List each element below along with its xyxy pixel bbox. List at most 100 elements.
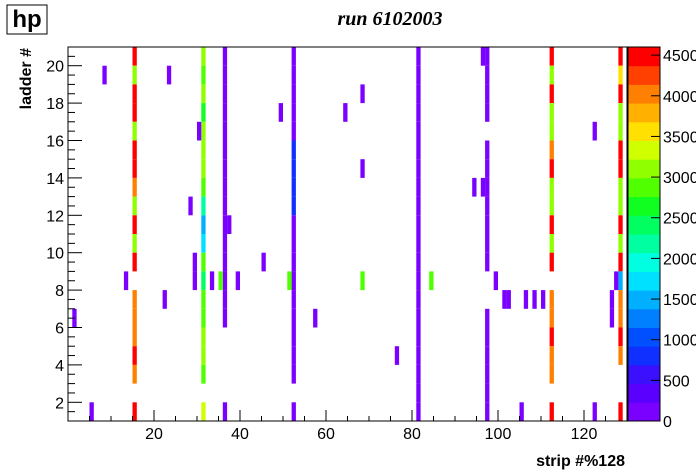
cell <box>313 308 318 328</box>
cell <box>132 364 137 384</box>
cell <box>291 308 296 328</box>
cell <box>394 346 400 365</box>
cell <box>485 103 490 122</box>
y-tick-label: 20 <box>46 59 64 76</box>
cell <box>343 103 348 122</box>
cell <box>416 121 421 141</box>
palette-band <box>628 103 660 123</box>
cell <box>523 290 529 309</box>
cell <box>291 402 296 421</box>
cell <box>291 234 296 253</box>
cell <box>132 84 137 104</box>
cell <box>485 327 490 347</box>
cell <box>416 402 421 421</box>
cell <box>502 290 507 309</box>
cell <box>291 159 296 178</box>
z-tick-label: 3000 <box>663 170 696 187</box>
cell <box>360 271 365 291</box>
cell <box>291 65 296 85</box>
cell <box>618 402 623 421</box>
cell <box>291 196 296 216</box>
cell <box>132 47 137 66</box>
cell <box>592 121 597 141</box>
cell <box>618 234 623 253</box>
cell <box>416 215 421 234</box>
cell <box>549 140 554 160</box>
cell <box>222 65 228 85</box>
cell <box>416 346 421 365</box>
cell <box>201 346 206 365</box>
cell <box>132 140 137 160</box>
cell <box>549 177 554 197</box>
cell <box>102 65 107 85</box>
cell <box>201 47 206 66</box>
cell <box>291 140 296 160</box>
cell <box>549 215 554 234</box>
cell <box>132 215 137 234</box>
z-tick-label: 1000 <box>663 333 696 350</box>
cell <box>291 290 296 309</box>
cell <box>549 308 554 328</box>
cell <box>618 103 623 122</box>
cell <box>618 346 623 365</box>
cell <box>132 65 137 85</box>
x-tick-label: 20 <box>145 426 163 443</box>
chart-title: run 6102003 <box>337 8 442 30</box>
y-tick-label: 14 <box>46 171 64 188</box>
cell <box>222 196 228 216</box>
cell <box>227 215 232 234</box>
cell <box>549 364 554 384</box>
x-axis-label: strip #%128 <box>536 453 625 470</box>
cell <box>519 402 524 421</box>
cell <box>532 290 537 309</box>
cell <box>123 271 129 291</box>
cell <box>360 84 365 104</box>
cell <box>201 252 206 272</box>
cell <box>549 402 554 421</box>
cell <box>618 159 623 178</box>
palette-band <box>628 159 660 179</box>
cell <box>618 271 623 291</box>
x-tick-label: 60 <box>317 426 335 443</box>
cell <box>480 47 486 66</box>
badge-box <box>6 4 48 35</box>
cell <box>618 308 623 328</box>
cell <box>132 402 137 421</box>
cell <box>485 84 490 104</box>
cell <box>618 177 623 197</box>
cell <box>291 103 296 122</box>
z-tick-label: 4000 <box>663 89 696 106</box>
cell <box>618 252 623 272</box>
cell <box>132 103 137 122</box>
cell <box>549 103 554 122</box>
cell <box>485 215 490 234</box>
cell <box>287 271 292 291</box>
x-tick-label: 80 <box>403 426 421 443</box>
cell <box>472 177 477 197</box>
y-tick-label: 6 <box>55 321 64 338</box>
cell <box>618 47 623 66</box>
cell <box>132 177 137 197</box>
cell <box>188 196 193 216</box>
cell <box>549 327 554 347</box>
cell <box>89 402 94 421</box>
cell <box>485 383 490 403</box>
cell <box>201 290 206 309</box>
cell <box>222 140 228 160</box>
cell <box>618 84 623 104</box>
cell <box>222 103 228 122</box>
palette-band <box>628 364 660 385</box>
y-tick-label: 8 <box>55 283 64 300</box>
cell <box>132 121 137 141</box>
cell <box>201 140 206 160</box>
z-tick-label: 1500 <box>663 292 696 309</box>
cell <box>222 84 228 104</box>
z-tick-label: 3500 <box>663 129 696 146</box>
cell <box>261 252 266 272</box>
cell <box>201 271 206 291</box>
z-tick-label: 4500 <box>663 48 696 65</box>
cell <box>618 215 623 234</box>
y-tick-label: 2 <box>55 395 64 412</box>
cell <box>201 196 206 216</box>
cell <box>485 346 490 365</box>
